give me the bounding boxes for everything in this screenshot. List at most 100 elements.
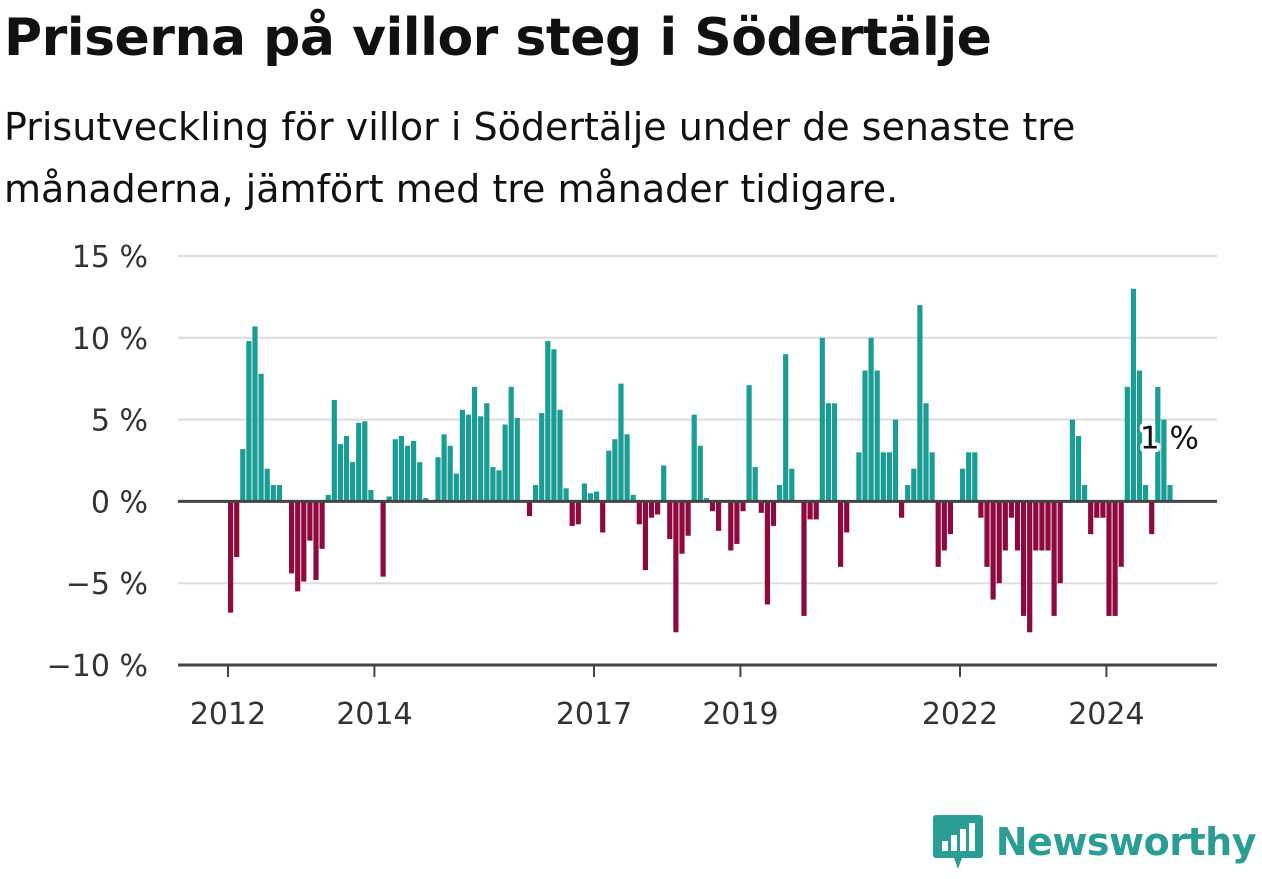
bar [1118, 501, 1124, 567]
bar [1002, 501, 1008, 551]
bar [819, 337, 825, 502]
bar [490, 467, 496, 502]
bar [240, 449, 246, 502]
bar [862, 370, 868, 502]
bar [1094, 501, 1100, 518]
bar [459, 409, 465, 502]
bar [423, 498, 429, 502]
bar [655, 501, 661, 515]
bar [258, 373, 264, 502]
bar [337, 444, 343, 502]
bar [484, 403, 490, 502]
bar [770, 501, 777, 526]
bar [350, 462, 356, 502]
bar [673, 501, 679, 633]
bar [636, 501, 642, 525]
y-tick-label: −10 % [47, 649, 148, 684]
x-tick-label: 2019 [702, 697, 778, 732]
bar [703, 498, 709, 502]
bar [807, 501, 813, 520]
bar [905, 485, 911, 502]
bar [929, 452, 935, 502]
bar [1008, 501, 1014, 518]
bar [581, 483, 587, 502]
bar [746, 385, 752, 502]
bar [1051, 501, 1057, 616]
chart-title: Priserna på villor steg i Södertälje [4, 8, 992, 68]
bar [386, 496, 392, 502]
bar [551, 349, 557, 502]
bar [575, 501, 581, 525]
bar [935, 501, 941, 567]
bar [563, 488, 569, 502]
bar [606, 450, 612, 502]
bar [569, 501, 575, 526]
bar [844, 501, 850, 533]
bar [825, 403, 831, 502]
bar [838, 501, 844, 567]
bar [404, 445, 411, 502]
x-tick-label: 2017 [556, 697, 632, 732]
bar [966, 452, 972, 502]
bar [234, 501, 240, 558]
bar [264, 468, 270, 502]
bar [667, 501, 673, 540]
bar [319, 501, 325, 549]
bar [917, 305, 923, 502]
bar [612, 439, 618, 502]
bar [960, 468, 966, 502]
bar [435, 457, 441, 502]
bar [685, 501, 691, 536]
bar [362, 421, 368, 502]
bar [270, 485, 276, 502]
bar [630, 494, 636, 502]
bar [947, 501, 953, 535]
bar [1027, 501, 1033, 633]
bar [313, 501, 319, 580]
bar [1155, 386, 1161, 502]
bar [648, 501, 655, 518]
y-tick-label: 10 % [72, 322, 148, 357]
y-tick-label: 5 % [91, 404, 148, 439]
chart-bubble-icon [932, 815, 983, 869]
bar [831, 403, 838, 502]
bar [752, 467, 758, 502]
tick-labels: 15 % 10 % 5 % 0 % −5 % −10 % 2012 2014 2017 2019 2… [47, 240, 1145, 732]
bar [911, 468, 917, 502]
bar [417, 462, 423, 502]
bar [246, 341, 252, 502]
bar [777, 485, 783, 502]
x-tick-label: 2014 [336, 697, 412, 732]
axes [178, 499, 1217, 677]
bar [1100, 501, 1106, 518]
bar [587, 493, 594, 502]
bar [539, 413, 545, 502]
bar [331, 399, 337, 502]
bar [1082, 485, 1088, 502]
bar [343, 435, 350, 502]
bar [478, 416, 484, 502]
x-tick-label: 2012 [190, 697, 266, 732]
chart-subtitle: Prisutveckling för villor i Södertälje u… [4, 105, 1076, 211]
bar [899, 501, 905, 518]
bar [1167, 485, 1173, 502]
bar [276, 485, 282, 502]
bar [740, 501, 746, 512]
bar [398, 435, 404, 502]
bar [886, 452, 892, 502]
bar [978, 501, 984, 518]
bar [856, 452, 862, 502]
annotation: 1 % [1136, 417, 1202, 460]
bar [514, 417, 520, 502]
bar [923, 403, 929, 502]
bar [996, 501, 1002, 584]
bar [697, 445, 703, 502]
bar [1124, 386, 1130, 502]
bar [325, 494, 331, 502]
bar [453, 473, 459, 502]
y-tick-label: −5 % [66, 567, 148, 602]
bar [642, 501, 648, 571]
bar [1057, 501, 1063, 584]
bar [228, 501, 234, 613]
